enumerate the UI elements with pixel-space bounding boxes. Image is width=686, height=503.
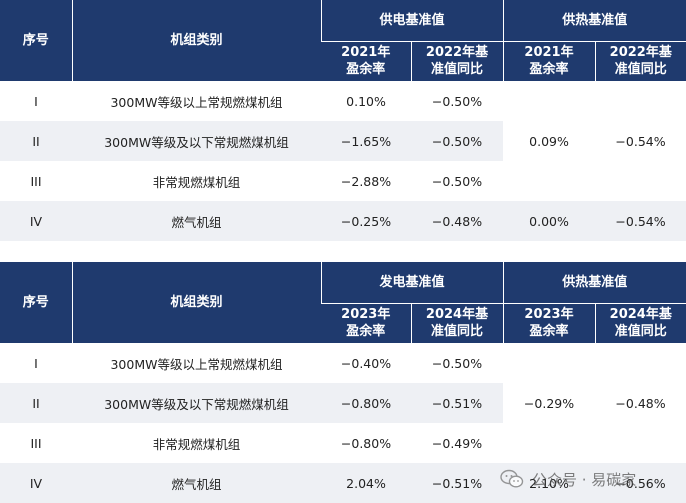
header-sub-col: 2024年基 准值同比 <box>594 303 686 344</box>
row-seq: IV <box>0 463 72 503</box>
row-value: 2.04% <box>321 463 411 503</box>
merged-heat-yoy: −0.54% <box>595 81 686 201</box>
header-sub-col: 2021年 盈余率 <box>502 41 596 82</box>
row-value: 2.10% <box>503 463 596 503</box>
header-unit-type: 机组类别 <box>71 262 321 344</box>
row-seq: I <box>34 355 38 371</box>
row-value: −0.51% <box>411 463 504 503</box>
merged-heat-yoy: −0.48% <box>595 343 686 463</box>
row-value: −0.40% <box>340 355 392 371</box>
row-unit-type: 300MW等级以上常规燃煤机组 <box>110 94 283 110</box>
row-unit-type: 300MW等级及以下常规燃煤机组 <box>72 121 321 161</box>
header-power-benchmark: 供电基准值 <box>320 0 504 42</box>
header-sub-col: 2022年基 准值同比 <box>410 41 504 82</box>
header-sub-col: 2024年基 准值同比 <box>410 303 504 344</box>
table-row: III 非常规燃煤机组 −0.80% −0.49% <box>0 423 686 463</box>
row-value: −0.49% <box>431 435 483 451</box>
table-row: III 非常规燃煤机组 −2.88% −0.50% <box>0 161 686 201</box>
table-row: IV 燃气机组 2.04% −0.51% 2.10% −0.56% <box>0 463 686 503</box>
table-row: I 300MW等级以上常规燃煤机组 0.10% −0.50% 0.09% −0.… <box>0 81 686 201</box>
row-value: −1.65% <box>321 121 411 161</box>
row-value: −0.50% <box>431 355 483 371</box>
row-value: −0.50% <box>431 173 483 189</box>
row-seq: II <box>0 383 72 423</box>
row-value: −0.56% <box>595 463 686 503</box>
header-seq: 序号 <box>0 262 72 344</box>
header-heat-benchmark: 供热基准值 <box>502 262 686 304</box>
header-sub-col: 2021年 盈余率 <box>321 41 411 82</box>
table-row: IV 燃气机组 −0.25% −0.48% 0.00% −0.54% <box>0 201 686 241</box>
merged-heat-surplus: −0.29% <box>503 343 596 463</box>
header-sub-col: 2022年基 准值同比 <box>594 41 686 82</box>
header-unit-type: 机组类别 <box>71 0 321 82</box>
row-value: −0.80% <box>340 435 392 451</box>
header-heat-benchmark: 供热基准值 <box>502 0 686 42</box>
row-seq: III <box>30 435 42 451</box>
row-seq: III <box>30 173 42 189</box>
header-generation-benchmark: 发电基准值 <box>320 262 504 304</box>
row-value: −2.88% <box>340 173 392 189</box>
row-value: 0.10% <box>346 93 386 109</box>
header-sub-col: 2023年 盈余率 <box>502 303 596 344</box>
merged-heat-surplus: 0.09% <box>503 81 596 201</box>
row-seq: IV <box>0 201 72 241</box>
wechat-icon <box>500 469 524 489</box>
row-value: −0.50% <box>431 93 483 109</box>
row-value: −0.80% <box>321 383 411 423</box>
row-unit-type: 燃气机组 <box>72 463 321 503</box>
watermark-text: 公众号 · 易碳家 <box>532 470 637 489</box>
row-value: 0.00% <box>503 201 596 241</box>
row-unit-type: 300MW等级以上常规燃煤机组 <box>110 356 283 372</box>
row-value: −0.48% <box>411 201 504 241</box>
benchmark-table-2023-2024: 序号 机组类别 发电基准值 供热基准值 2023年 盈余率 2024年基 准值同比 … <box>0 262 686 503</box>
row-seq: II <box>0 121 72 161</box>
row-value: −0.51% <box>411 383 504 423</box>
row-unit-type: 非常规燃煤机组 <box>152 174 241 190</box>
table-row: I 300MW等级以上常规燃煤机组 −0.40% −0.50% −0.29% −… <box>0 343 686 463</box>
row-unit-type: 300MW等级及以下常规燃煤机组 <box>72 383 321 423</box>
benchmark-table-2021-2022: 序号 机组类别 供电基准值 供热基准值 2021年 盈余率 2022年基 准值同比 … <box>0 0 686 241</box>
row-value: −0.50% <box>411 121 504 161</box>
row-value: −0.54% <box>595 201 686 241</box>
row-value: −0.25% <box>321 201 411 241</box>
row-unit-type: 非常规燃煤机组 <box>152 436 241 452</box>
table-row: II 300MW等级及以下常规燃煤机组 −0.80% −0.51% <box>0 383 686 423</box>
table-row: II 300MW等级及以下常规燃煤机组 −1.65% −0.50% <box>0 121 686 161</box>
header-sub-col: 2023年 盈余率 <box>321 303 411 344</box>
header-seq: 序号 <box>0 0 72 82</box>
row-seq: I <box>34 93 38 109</box>
row-unit-type: 燃气机组 <box>72 201 321 241</box>
watermark: 公众号 · 易碳家 <box>500 466 680 492</box>
